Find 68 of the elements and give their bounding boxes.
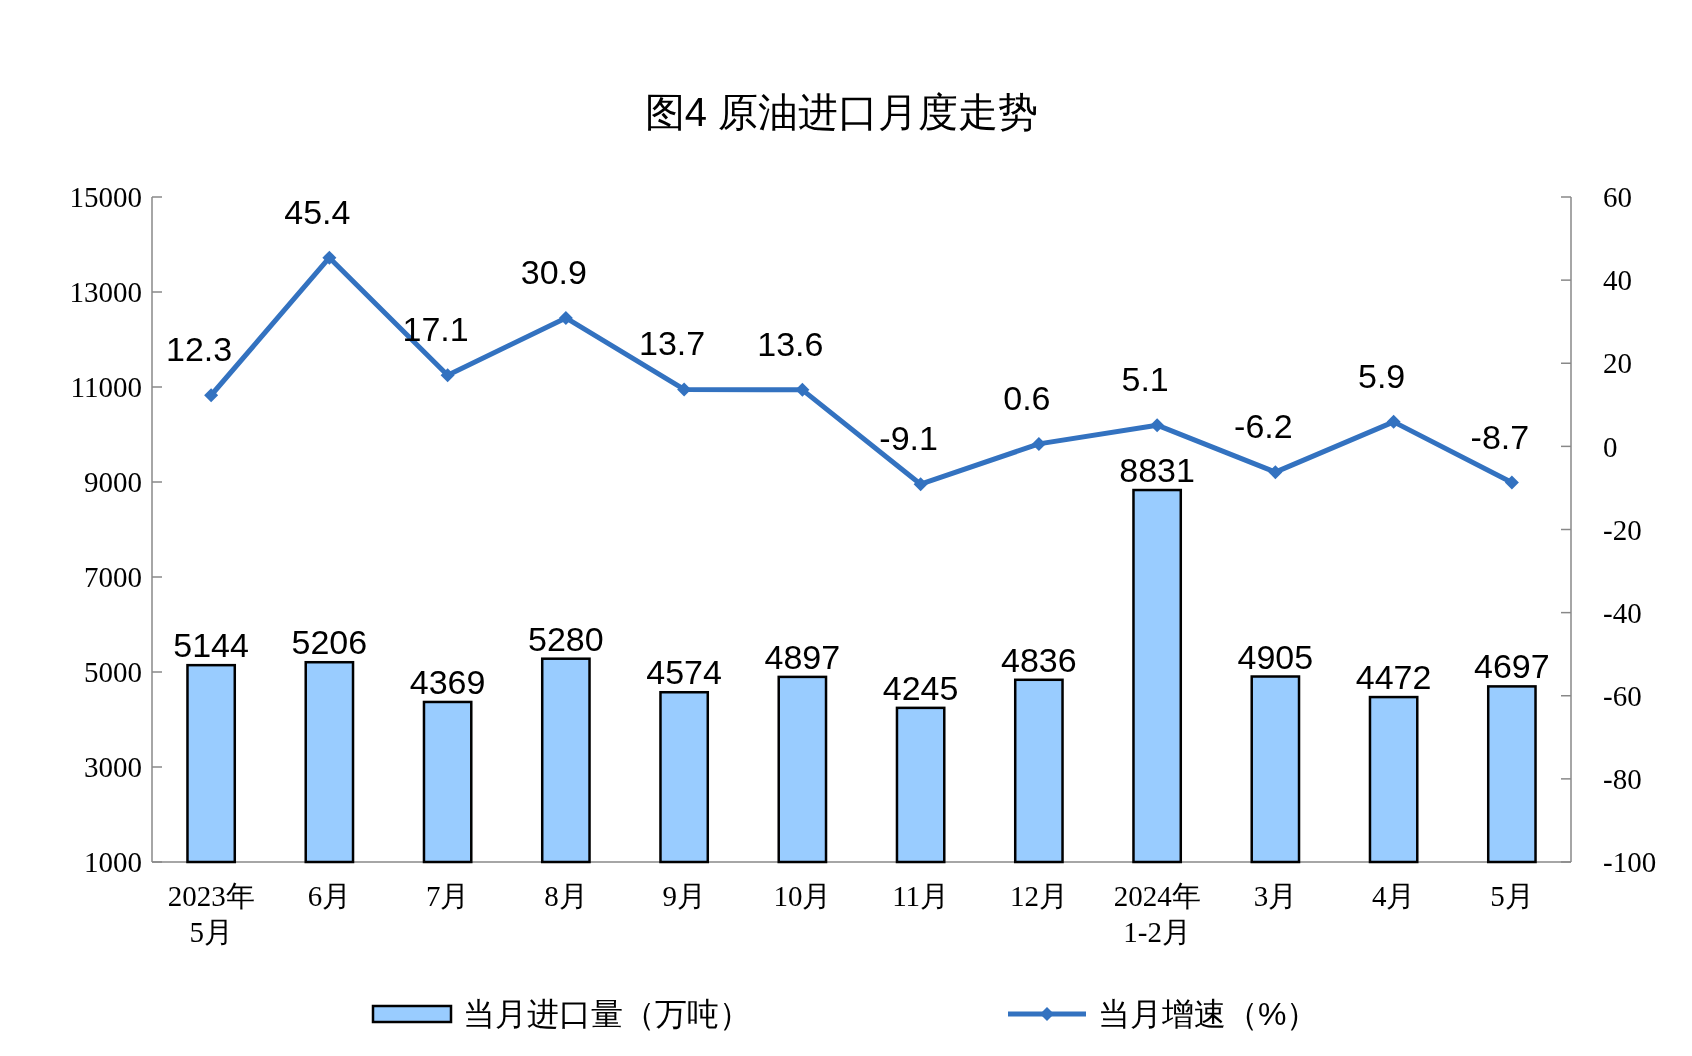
y2-tick-label: -100 [1603,846,1657,879]
x-tick-label: 5月 [1490,880,1534,912]
data-label: 4472 [1355,658,1432,697]
data-label: 12.3 [166,330,233,369]
y-tick-label: 9000 [84,466,142,499]
data-label: -9.1 [879,419,938,458]
data-label: 4836 [1001,640,1077,679]
x-tick-label: 8月 [544,880,588,912]
data-label: 4369 [409,662,486,701]
data-label: 5206 [291,623,368,662]
point [1504,475,1519,490]
data-label: 4905 [1237,637,1314,676]
data-label: -6.2 [1234,407,1293,446]
chart-title: 图4 原油进口月度走势 [644,90,1039,134]
point [1031,436,1046,451]
x-tick-label: 4月 [1371,880,1416,912]
point [913,477,928,492]
data-label: 17.1 [402,310,469,349]
data-label: 8831 [1119,451,1195,490]
y-tick-label: 5000 [84,656,142,689]
data-label: 5.1 [1121,360,1169,399]
x-tick-label: 7月 [425,880,470,912]
data-label: 4574 [646,653,722,692]
point [1268,465,1283,480]
y2-tick-label: 40 [1603,264,1632,297]
data-label: 30.9 [520,252,587,291]
data-label: -8.7 [1470,417,1530,456]
point [795,382,810,397]
data-label: 13.7 [639,324,706,363]
y-tick-label: 11000 [70,371,142,404]
x-tick-label: 2024年 1-2月 [1113,880,1201,948]
y2-tick-label: 60 [1603,181,1632,214]
point [677,382,692,397]
y2-tick-label: 0 [1603,430,1618,463]
x-tick-label: 10月 [773,880,832,912]
point [1150,418,1165,433]
x-tick-label: 11月 [892,880,950,912]
data-label: 4897 [764,637,841,676]
x-tick-label: 6月 [307,880,352,912]
y-tick-label: 3000 [84,751,142,784]
legend-label: 当月增速（%） [1098,996,1319,1033]
point [322,250,337,265]
y-tick-label: 7000 [84,561,142,594]
point [1386,414,1401,429]
x-tick-label: 12月 [1009,880,1068,912]
point [440,368,455,383]
x-tick-label: 2023年 5月 [167,880,255,948]
x-tick-label: 9月 [662,880,706,912]
y-tick-label: 15000 [69,181,142,214]
data-label: 4697 [1474,647,1550,686]
data-label: 13.6 [757,324,824,363]
data-label: 5.9 [1357,356,1406,395]
y2-tick-label: 20 [1603,347,1632,380]
y2-tick-label: -80 [1603,763,1642,796]
data-label: 4245 [882,668,959,707]
point [558,310,573,325]
y-tick-label: 1000 [84,846,142,879]
y2-tick-label: -60 [1603,679,1642,712]
y2-tick-label: -20 [1603,513,1642,546]
y2-tick-label: -40 [1603,596,1642,629]
data-label: 5280 [528,619,604,658]
data-label: 5144 [173,626,249,665]
data-label: 0.6 [1003,378,1051,417]
data-label: 45.4 [284,192,351,231]
point [204,388,219,403]
x-tick-label: 3月 [1253,880,1298,912]
legend-label: 当月进口量（万吨） [463,996,751,1033]
y-tick-label: 13000 [69,276,142,309]
